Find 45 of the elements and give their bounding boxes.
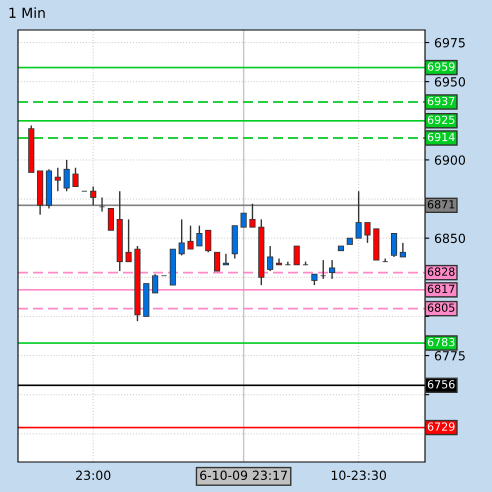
candlestick	[187, 224, 194, 250]
candlestick	[90, 186, 96, 206]
candlestick	[329, 259, 336, 280]
candlestick	[196, 224, 202, 247]
candlestick	[400, 242, 406, 258]
candlestick	[311, 273, 318, 286]
candlestick	[152, 273, 158, 294]
candlestick	[364, 222, 371, 244]
candlestick	[356, 190, 362, 239]
candlestick	[240, 212, 247, 228]
ref-line-label: 6817	[428, 284, 454, 294]
ref-line-label: 6756	[428, 380, 455, 389]
ref-line-label: 6871	[428, 200, 454, 209]
x-tick-label: 10-23:30	[332, 470, 386, 480]
candlestick	[54, 167, 61, 192]
y-tick-label: 6775	[434, 351, 465, 360]
candlestick	[64, 159, 70, 192]
y-tick-label: 6900	[434, 155, 466, 165]
candlestick	[267, 245, 274, 272]
ref-line-label: 6729	[428, 422, 455, 431]
ref-line-label: 6937	[428, 96, 454, 106]
candlestick	[126, 218, 132, 262]
chart-title: 1 Min	[10, 7, 45, 18]
y-tick-label: 6975	[434, 38, 465, 48]
x-tick-label: 6-10-09 23:17	[200, 470, 287, 480]
candlestick	[390, 232, 398, 258]
ref-line-label: 6783	[428, 338, 454, 346]
ref-line-label: 6805	[428, 303, 454, 312]
candlestick	[320, 259, 326, 280]
ref-line-label: 6925	[428, 116, 454, 124]
candlestick	[72, 167, 79, 188]
ref-line-label: 6959	[428, 62, 455, 71]
ref-line-label: 6828	[428, 267, 455, 276]
candlestick	[178, 218, 185, 256]
candlestick	[98, 196, 106, 212]
y-tick-label: 6950	[434, 77, 466, 87]
x-tick-label: 23:00	[76, 470, 110, 480]
candlestick	[214, 252, 220, 272]
candlestick	[205, 230, 212, 253]
candlestick	[108, 208, 114, 231]
ref-line-label: 6914	[428, 132, 455, 142]
candlestick	[284, 260, 291, 266]
y-tick-label: 6850	[434, 234, 466, 244]
candlestick	[249, 203, 256, 228]
candlestick	[294, 246, 300, 266]
